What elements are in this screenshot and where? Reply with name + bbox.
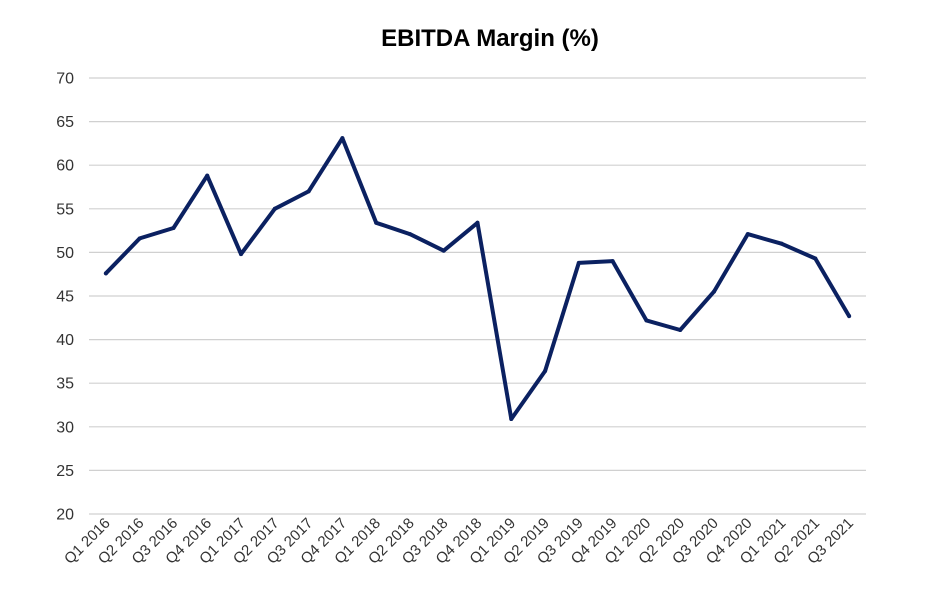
data-point: [543, 368, 548, 373]
data-point: [610, 259, 615, 264]
data-point: [576, 260, 581, 265]
data-point: [779, 241, 784, 246]
data-point: [475, 220, 480, 225]
data-point: [847, 314, 852, 319]
series-layer: [103, 136, 852, 421]
data-point: [171, 225, 176, 230]
y-tick-label: 20: [56, 507, 74, 524]
y-tick-label: 25: [56, 463, 74, 480]
y-tick-label: 60: [56, 158, 74, 175]
gridlines: [89, 77, 866, 515]
data-point: [678, 328, 683, 333]
data-point: [205, 173, 210, 178]
data-point: [340, 136, 345, 141]
y-tick-label: 65: [56, 114, 74, 131]
data-point: [239, 252, 244, 257]
y-tick-label: 40: [56, 332, 74, 349]
series-line: [103, 136, 852, 421]
data-point: [103, 271, 108, 276]
y-axis-tick-labels: 20 25 30 35 40 45 50 55 60 65 70: [56, 71, 74, 524]
y-tick-label: 55: [56, 201, 74, 218]
data-point: [272, 206, 277, 211]
data-point: [745, 232, 750, 237]
data-point: [306, 189, 311, 194]
data-point: [441, 248, 446, 253]
data-point: [509, 416, 514, 421]
data-point: [813, 256, 818, 261]
y-tick-label: 45: [56, 289, 74, 306]
data-point: [711, 289, 716, 294]
y-tick-label: 70: [56, 71, 74, 88]
y-tick-label: 35: [56, 376, 74, 393]
data-point: [374, 220, 379, 225]
data-point: [407, 232, 412, 237]
y-tick-label: 30: [56, 419, 74, 436]
chart-title: EBITDA Margin (%): [381, 25, 599, 52]
data-point: [137, 236, 142, 241]
data-point: [644, 318, 649, 323]
y-tick-label: 50: [56, 245, 74, 262]
